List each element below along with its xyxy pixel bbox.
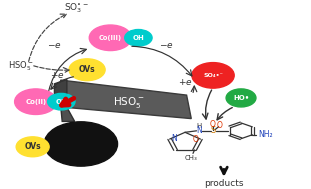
- Polygon shape: [61, 80, 191, 119]
- Text: OH: OH: [132, 35, 144, 41]
- Text: $-e$: $-e$: [159, 41, 174, 50]
- Text: O: O: [193, 135, 199, 144]
- Text: Co(III): Co(III): [99, 35, 122, 41]
- Text: Co(II): Co(II): [25, 99, 46, 105]
- Circle shape: [44, 122, 118, 166]
- Polygon shape: [54, 80, 67, 107]
- Text: O: O: [210, 120, 216, 129]
- Circle shape: [16, 137, 49, 157]
- Circle shape: [15, 89, 57, 115]
- Text: HSO$_5^-$: HSO$_5^-$: [8, 59, 34, 73]
- Text: products: products: [204, 179, 244, 188]
- Text: $+e$: $+e$: [50, 70, 65, 80]
- Text: HSO$_5^-$: HSO$_5^-$: [114, 95, 145, 110]
- Text: $-e$: $-e$: [47, 41, 62, 50]
- Text: CH₃: CH₃: [185, 155, 198, 161]
- Text: $+e$: $+e$: [178, 77, 193, 87]
- Circle shape: [48, 93, 75, 110]
- Text: O: O: [217, 121, 223, 130]
- Text: HO•: HO•: [233, 95, 249, 101]
- Text: OH: OH: [55, 99, 67, 105]
- Text: OVs: OVs: [79, 65, 95, 74]
- Text: SO$_3^{\bullet-}$: SO$_3^{\bullet-}$: [64, 2, 89, 15]
- Text: N: N: [171, 134, 177, 143]
- Circle shape: [226, 89, 256, 107]
- Text: H: H: [197, 122, 202, 129]
- Circle shape: [69, 59, 105, 81]
- Polygon shape: [61, 105, 75, 121]
- Text: OVs: OVs: [24, 142, 41, 151]
- Circle shape: [192, 63, 234, 88]
- Text: S: S: [211, 126, 216, 135]
- Circle shape: [89, 25, 132, 51]
- Text: N: N: [196, 126, 202, 135]
- Circle shape: [125, 29, 152, 46]
- Text: NH₂: NH₂: [258, 130, 272, 139]
- Text: SO₄•⁻: SO₄•⁻: [203, 73, 223, 78]
